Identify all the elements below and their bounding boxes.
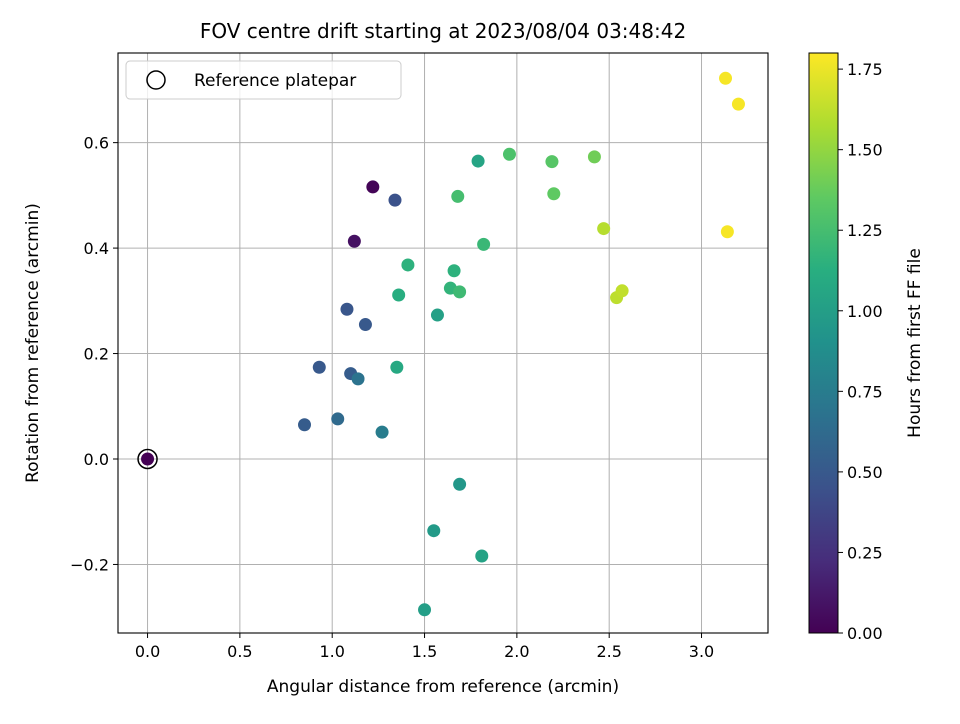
colorbar-label: Hours from first FF file xyxy=(905,248,925,438)
reference-platepar-marker xyxy=(137,448,158,470)
colorbar-tick-label: 1.25 xyxy=(847,221,883,240)
legend-open-circle-marker xyxy=(146,70,166,90)
scatter-point xyxy=(547,187,561,201)
scatter-point xyxy=(502,147,516,161)
plot-area-frame xyxy=(117,52,769,634)
colorbar-frame xyxy=(808,52,839,634)
scatter-point xyxy=(366,180,380,194)
grid-lines xyxy=(118,53,768,633)
scatter-point xyxy=(141,452,155,466)
scatter-point xyxy=(375,425,389,439)
scatter-point xyxy=(587,150,601,164)
data-points xyxy=(137,71,745,617)
x-tick-label: 2.0 xyxy=(504,642,529,661)
scatter-point xyxy=(451,189,465,203)
colorbar-tick-label: 0.25 xyxy=(847,543,883,562)
x-axis-label: Angular distance from reference (arcmin) xyxy=(267,677,619,697)
y-axis-label: Rotation from reference (arcmin) xyxy=(23,203,43,483)
legend-box xyxy=(125,60,402,100)
scatter-point xyxy=(340,302,354,316)
colorbar-gradient xyxy=(809,53,838,633)
scatter-point xyxy=(719,71,733,85)
scatter-point xyxy=(720,225,734,239)
colorbar-tick-label: 0.00 xyxy=(847,624,883,643)
chart-title: FOV centre drift starting at 2023/08/04 … xyxy=(200,19,686,43)
scatter-point xyxy=(392,288,406,302)
legend-label-reference-platepar: Reference platepar xyxy=(194,71,356,91)
scatter-point xyxy=(471,154,485,168)
scatter-point xyxy=(418,603,432,617)
scatter-point xyxy=(331,412,345,426)
x-tick-label: 2.5 xyxy=(596,642,621,661)
scatter-point xyxy=(597,222,611,236)
scatter-point xyxy=(453,477,467,491)
scatter-point xyxy=(731,97,745,111)
colorbar-tick-label: 0.75 xyxy=(847,382,883,401)
scatter-point xyxy=(347,234,361,248)
scatter-point xyxy=(390,360,404,374)
scatter-point xyxy=(615,284,629,298)
y-tick-label: 0.4 xyxy=(84,239,109,258)
scatter-point xyxy=(351,372,365,386)
colorbar-tick-label: 1.75 xyxy=(847,60,883,79)
scatter-point xyxy=(312,360,326,374)
scatter-point xyxy=(447,264,461,278)
x-tick-label: 3.0 xyxy=(689,642,714,661)
scatter-point xyxy=(401,258,415,272)
scatter-point xyxy=(427,524,441,538)
x-tick-label: 0.0 xyxy=(135,642,160,661)
y-tick-label: −0.2 xyxy=(70,555,109,574)
legend: Reference platepar xyxy=(125,60,402,100)
scatter-point xyxy=(475,549,489,563)
scatter-point xyxy=(298,418,312,432)
scatter-point xyxy=(477,237,491,251)
y-tick-label: 0.6 xyxy=(84,134,109,153)
y-tick-label: 0.2 xyxy=(84,345,109,364)
colorbar-tick-label: 1.00 xyxy=(847,302,883,321)
scatter-point xyxy=(358,318,372,332)
scatter-point xyxy=(388,193,402,207)
colorbar: 0.00 0.25 0.50 0.75 1.00 1.25 1.50 1.75 Hours f… xyxy=(808,52,925,643)
axis-ticks: 0.0 0.5 1.0 1.5 2.0 2.5 3.0 −0.2 0.0 0.2 0.4 0.6 xyxy=(70,134,714,661)
y-tick-label: 0.0 xyxy=(84,450,109,469)
scatter-point xyxy=(545,155,559,169)
x-tick-label: 1.0 xyxy=(319,642,344,661)
scatter-point xyxy=(430,308,444,322)
colorbar-tick-label: 1.50 xyxy=(847,141,883,160)
x-tick-label: 0.5 xyxy=(227,642,252,661)
x-tick-label: 1.5 xyxy=(412,642,437,661)
colorbar-tick-label: 0.50 xyxy=(847,463,883,482)
scatter-point xyxy=(453,285,467,299)
colorbar-ticks: 0.00 0.25 0.50 0.75 1.00 1.25 1.50 1.75 xyxy=(838,60,883,643)
